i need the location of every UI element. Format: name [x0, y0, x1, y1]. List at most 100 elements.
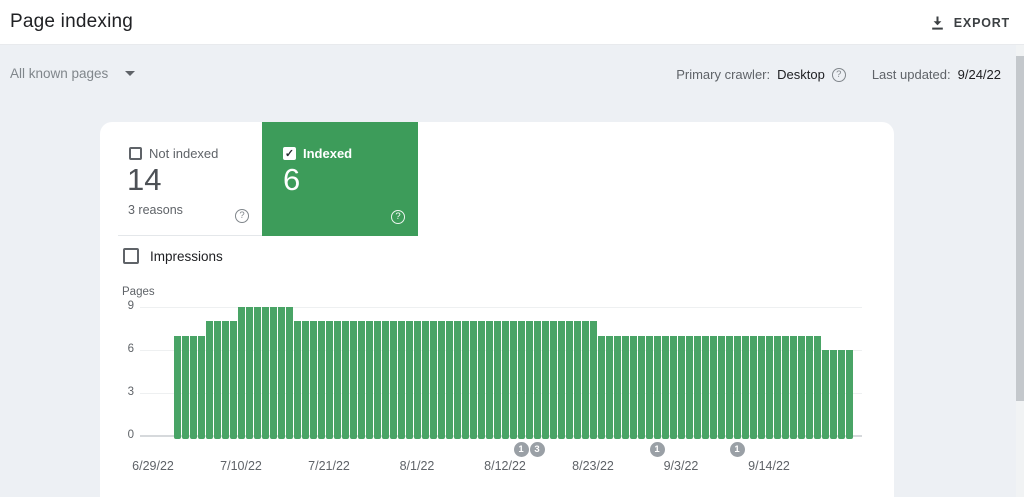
chart-bar[interactable] [693, 335, 701, 439]
chart-bar[interactable] [645, 335, 653, 439]
chart-bar[interactable] [373, 321, 381, 439]
tile-not-indexed[interactable]: Not indexed 14 3 reasons ? [118, 122, 262, 236]
chart-bar[interactable] [357, 321, 365, 439]
chart-bar[interactable] [381, 321, 389, 439]
chart-bar[interactable] [405, 321, 413, 439]
chart-bar[interactable] [365, 321, 373, 439]
page-filter-dropdown[interactable]: All known pages [10, 66, 136, 81]
chart-bar[interactable] [245, 307, 253, 439]
chart-bar[interactable] [821, 350, 829, 439]
chart-bar[interactable] [485, 321, 493, 439]
chart-bar[interactable] [445, 321, 453, 439]
chart-bar[interactable] [517, 321, 525, 439]
chart-bar[interactable] [221, 321, 229, 439]
chart-bar[interactable] [813, 335, 821, 439]
indexed-checkbox[interactable]: ✓ [283, 147, 296, 160]
chart-bar[interactable] [349, 321, 357, 439]
help-icon[interactable]: ? [235, 209, 249, 223]
chart-bar[interactable] [469, 321, 477, 439]
chart-bar[interactable] [733, 335, 741, 439]
chart-bar[interactable] [509, 321, 517, 439]
chart-bar[interactable] [317, 321, 325, 439]
chart-bar[interactable] [765, 335, 773, 439]
chart-bar[interactable] [773, 335, 781, 439]
help-icon[interactable]: ? [831, 67, 846, 82]
chart-bar[interactable] [597, 335, 605, 439]
chart-bar[interactable] [253, 307, 261, 439]
chart-bar[interactable] [397, 321, 405, 439]
chart-bar[interactable] [741, 335, 749, 439]
chart-bar[interactable] [173, 335, 181, 439]
chart-bar[interactable] [661, 335, 669, 439]
tile-indexed[interactable]: ✓ Indexed 6 ? [262, 122, 418, 236]
scrollbar-thumb[interactable] [1016, 56, 1024, 401]
chart-bar[interactable] [525, 321, 533, 439]
chart-bar[interactable] [261, 307, 269, 439]
chart-bar[interactable] [581, 321, 589, 439]
chart-bar[interactable] [213, 321, 221, 439]
chart-bar[interactable] [845, 350, 853, 439]
chart-bar[interactable] [613, 335, 621, 439]
not-indexed-checkbox[interactable] [129, 147, 142, 160]
chart-bar[interactable] [829, 350, 837, 439]
chart-bar[interactable] [181, 335, 189, 439]
chart-bar[interactable] [277, 307, 285, 439]
chart-bar[interactable] [293, 321, 301, 439]
chart-bar[interactable] [717, 335, 725, 439]
chart-bar[interactable] [757, 335, 765, 439]
chart-bar[interactable] [685, 335, 693, 439]
chart-bar[interactable] [453, 321, 461, 439]
issue-marker-badge[interactable]: 1 [649, 442, 665, 457]
chart-bar[interactable] [341, 321, 349, 439]
chart-bar[interactable] [189, 335, 197, 439]
chart-bar[interactable] [701, 335, 709, 439]
chart-bar[interactable] [533, 321, 541, 439]
chart-bar[interactable] [229, 321, 237, 439]
chart-bar[interactable] [589, 321, 597, 439]
chart-bar[interactable] [837, 350, 845, 439]
chart-bar[interactable] [269, 307, 277, 439]
chart-bar[interactable] [749, 335, 757, 439]
issue-marker-badge[interactable]: 1 [513, 442, 529, 457]
chart-bar[interactable] [205, 321, 213, 439]
chart-bar[interactable] [781, 335, 789, 439]
chart-bar[interactable] [285, 307, 293, 439]
chart-bar[interactable] [573, 321, 581, 439]
chart-bar[interactable] [557, 321, 565, 439]
chart-bar[interactable] [333, 321, 341, 439]
chart-bar[interactable] [501, 321, 509, 439]
vertical-scrollbar[interactable] [1016, 45, 1024, 497]
chart-bar[interactable] [549, 321, 557, 439]
chart-bar[interactable] [429, 321, 437, 439]
chart-bar[interactable] [797, 335, 805, 439]
chart-bar[interactable] [605, 335, 613, 439]
chart-bar[interactable] [621, 335, 629, 439]
chart-bar[interactable] [725, 335, 733, 439]
chart-bar[interactable] [653, 335, 661, 439]
chart-bar[interactable] [197, 335, 205, 439]
chart-bar[interactable] [493, 321, 501, 439]
chart-bar[interactable] [309, 321, 317, 439]
chart-bar[interactable] [637, 335, 645, 439]
chart-bar[interactable] [541, 321, 549, 439]
chart-bar[interactable] [629, 335, 637, 439]
help-icon[interactable]: ? [391, 210, 405, 224]
chart-bar[interactable] [301, 321, 309, 439]
export-button[interactable]: EXPORT [930, 10, 1010, 36]
issue-marker-badge[interactable]: 1 [729, 442, 745, 457]
chart-bar[interactable] [477, 321, 485, 439]
chart-bar[interactable] [325, 321, 333, 439]
impressions-toggle[interactable]: Impressions [123, 248, 223, 264]
chart-bar[interactable] [421, 321, 429, 439]
chart-bar[interactable] [437, 321, 445, 439]
chart-bar[interactable] [413, 321, 421, 439]
chart-bar[interactable] [237, 307, 245, 439]
chart-bar[interactable] [677, 335, 685, 439]
impressions-checkbox[interactable] [123, 248, 139, 264]
issue-marker-badge[interactable]: 3 [529, 442, 545, 457]
chart-bar[interactable] [669, 335, 677, 439]
chart-bar[interactable] [389, 321, 397, 439]
chart-bar[interactable] [709, 335, 717, 439]
chart-bar[interactable] [805, 335, 813, 439]
chart-bar[interactable] [565, 321, 573, 439]
